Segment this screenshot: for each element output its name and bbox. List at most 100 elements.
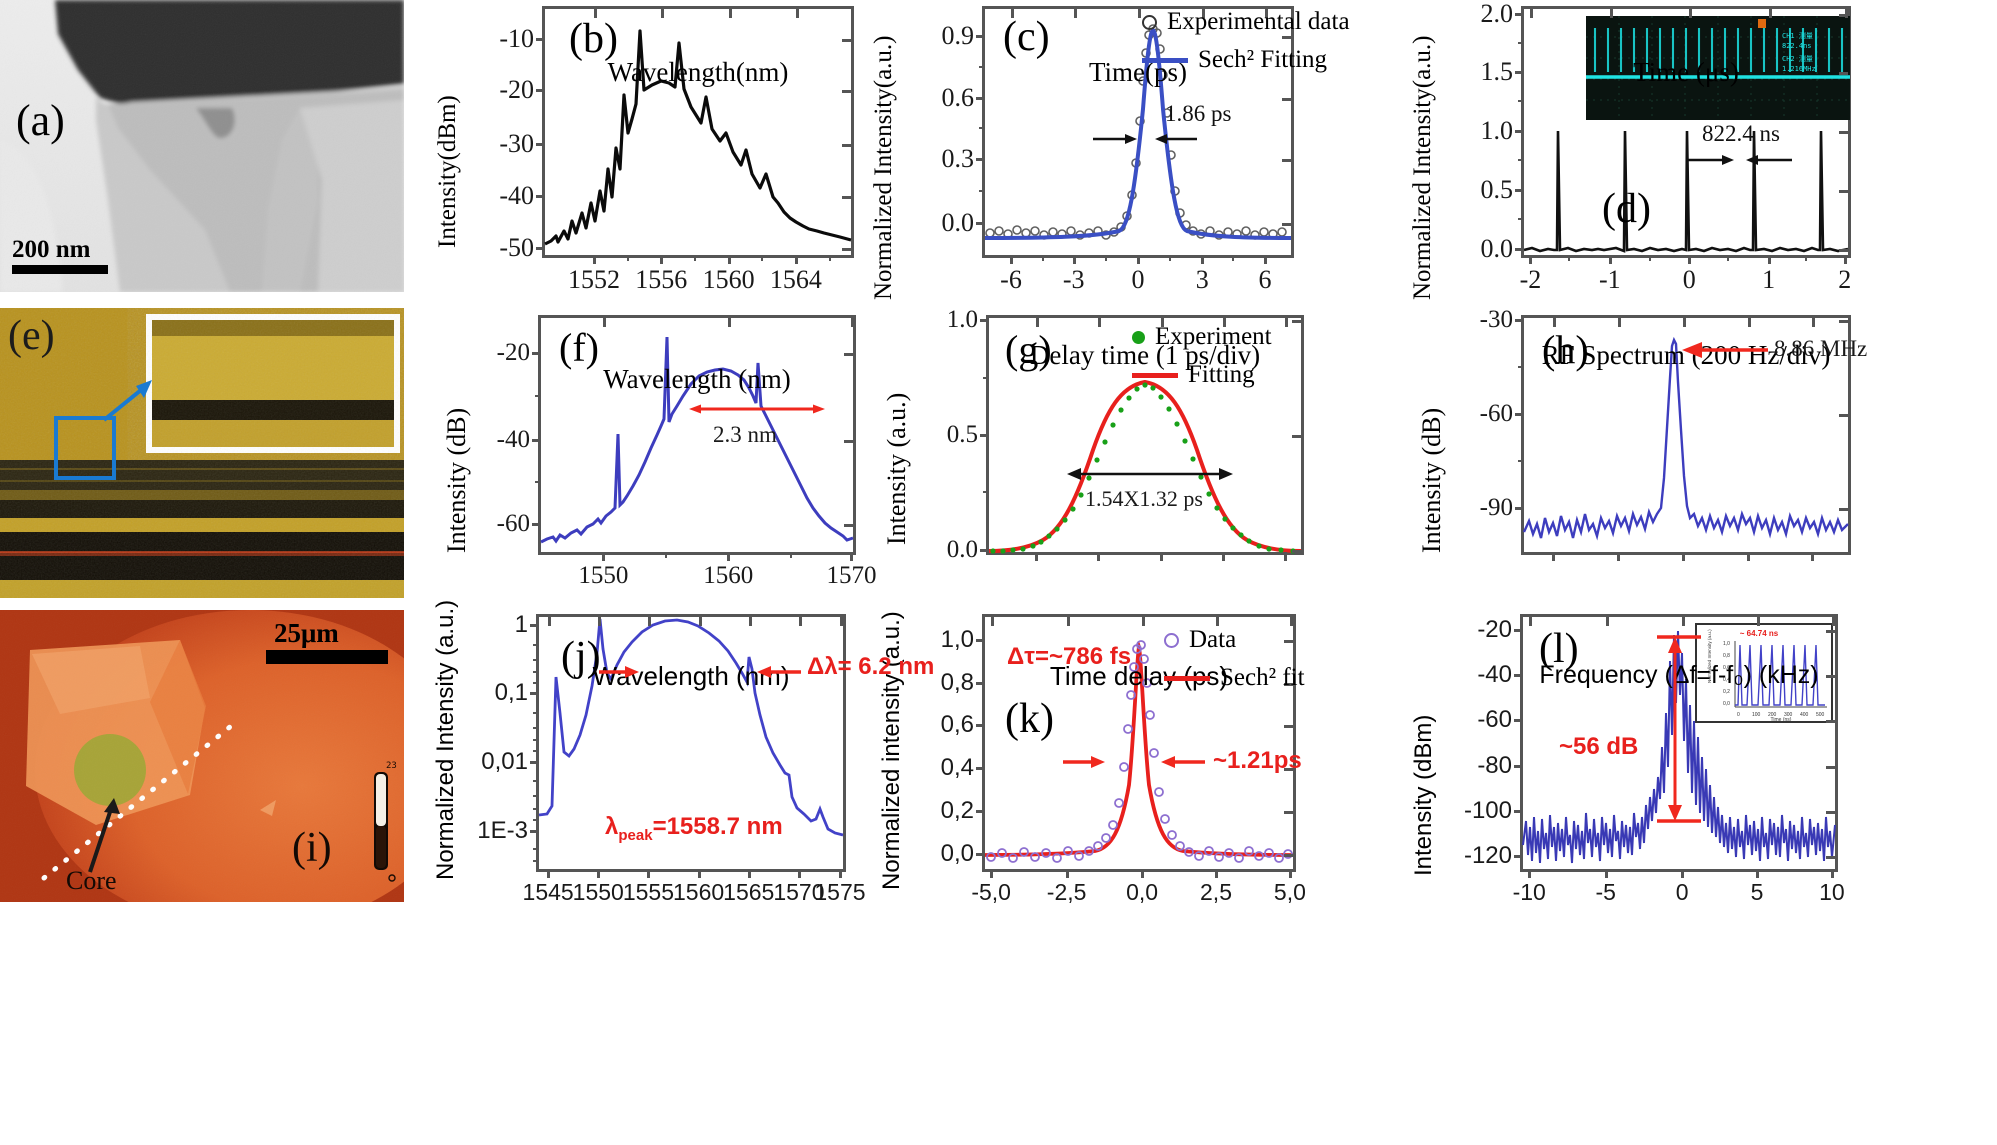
panel-j-label: (j) [561,634,601,680]
panel-k-xtick-0: -5,0 [971,879,1011,905]
panel-c-ytick-2: 0.6 [941,82,975,112]
panel-f: Intensity (dB) (f) -20 -40 -60 1550 15 [420,305,876,605]
panel-d-ytickmark-2 [1515,129,1524,133]
panel-i-scalebar-label: 25μm [274,618,339,648]
panel-j-ym-l [533,818,539,821]
open-circle-icon [1142,14,1157,30]
panel-c-ytickmark-m2 [979,65,985,68]
panel-d-xtickmark-4 [1843,255,1847,264]
svg-text:~ 64.74 ns: ~ 64.74 ns [1740,629,1779,638]
panel-b-ylabel: Intensity(dBm) [434,95,461,248]
svg-text:822.4ns: 822.4ns [1782,42,1812,50]
panel-b-plot-frame: (b) -10 -20 -30 -40 -50 1552 1556 1560 1… [499,6,854,294]
panel-c-legend-row-0: Experimental data [1142,8,1350,36]
panel-d-xtickmark-m0 [1568,255,1571,261]
panel-b-xtick-0: 1552 [567,265,620,294]
panel-k-ytick-5: 1,0 [940,625,974,653]
panel-g-ytick-2: 1.0 [946,306,978,334]
panel-j-peak-symbol: λ [605,813,619,840]
panel-b-ytick-3: -40 [499,180,534,210]
panel-l-xtick-3: 5 [1750,879,1764,905]
panel-l-ytick-1: -40 [1477,660,1512,688]
panel-j-xtick-0: 1545 [522,879,574,905]
panel-c-ytick-1: 0.3 [941,144,975,174]
svg-text:0,6: 0,6 [1723,665,1730,671]
panel-f-ytick-2: -60 [496,509,530,537]
panel-j-ytick-1: 0,1 [494,678,528,706]
panel-b-ytickmark-2 [536,143,545,147]
panel-j-ytick-0: 1 [514,610,528,638]
panel-b-ytick-2: -30 [499,129,534,159]
panel-j-xtickmark-4 [747,869,751,878]
panel-c-legend-label-1: Sech² Fitting [1198,46,1328,73]
panel-d-xtickmark-m3 [1804,255,1807,261]
svg-text:1,0: 1,0 [1723,641,1730,647]
panel-b-ytickmark-0 [536,37,545,41]
panel-g-ytickmark-1 [980,434,989,437]
panel-b-xlabel: Wavelength(nm) [607,57,789,87]
panel-a-scalebar-label: 200 nm [12,236,91,263]
panel-h-xtickmark-2 [1681,552,1685,561]
panel-c-xtickmark-m1 [1104,255,1107,261]
panel-f-xlabel: Wavelength (nm) [603,364,791,394]
panel-k-ytick-3: 0,6 [940,711,974,739]
panel-g-legend: Experiment Fitting [1132,323,1272,399]
panel-d-xtickmark-0 [1529,255,1533,264]
panel-c-legend: Experimental data Sech² Fitting [1142,8,1350,84]
panel-j-peak-sub: peak [618,826,653,844]
panel-k-xtickmark-0 [990,869,994,878]
panel-d-ytick-3: 1.5 [1480,56,1514,86]
panel-j-xtickmark-0 [547,869,551,878]
panel-j-ytickmark-1 [530,691,539,695]
panel-l-plot-frame: ~ 64.74 ns 1,0 0,8 0,6 0,4 0,2 0,0 0 100 200 3… [1464,614,1845,905]
panel-l-ytick-0: -20 [1477,615,1512,643]
panel-h-ytickmark-m0 [1518,366,1524,369]
panel-c-ytick-3: 0.9 [941,21,975,51]
panel-f-xtick-1: 1560 [703,562,754,589]
panel-k-ytickmark-3 [976,724,985,728]
line-swatch-icon [1132,372,1178,378]
panel-h-ytick-1: -60 [1479,399,1513,427]
panel-c-plot-frame: (c) 0.9 0.6 0.3 0.0 -6 -3 0 3 6 [942,6,1294,294]
panel-b-ytickmark-4 [536,246,545,250]
panel-k-legend-label-0: Data [1189,626,1237,653]
panel-j: Normalized Intensity (a.u.) (j) 1 0,1 0,… [408,600,934,920]
panel-k-width-annotation: ~1.21ps [1213,747,1302,774]
panel-d-xtickmark-m2 [1727,255,1730,261]
panel-c-xtickmark-2 [1137,255,1140,264]
panel-b-xtick-1: 1556 [635,265,688,294]
panel-g-ytickmark-2 [980,319,989,323]
panel-b-ytick-1: -20 [499,75,534,105]
svg-text:CH2 测量: CH2 测量 [1782,55,1813,63]
panel-j-xtick-3: 1560 [673,879,725,905]
panel-c-ytick-0: 0.0 [941,208,975,238]
panel-j-xtickmark-2 [647,869,651,878]
panel-j-ym-m [533,847,539,850]
panel-b-xtick-2: 1560 [702,265,755,294]
panel-c-xtickmark-0 [1010,255,1013,264]
svg-text:23: 23 [386,761,397,771]
panel-k-ytick-1: 0,2 [940,797,974,825]
panel-g: Intensity (a.u.) [860,305,1310,605]
panel-k-label: (k) [1005,696,1054,742]
svg-text:400: 400 [1800,712,1809,718]
panel-h-label: (h) [1542,327,1589,372]
panel-l-xtick-2: 0 [1675,879,1689,905]
panel-c-ytickmark-3 [976,35,985,39]
panel-k-xtickmark-1 [1065,869,1069,878]
panel-k-xtickmark-3 [1215,869,1218,878]
panel-g-ytick-0: 0.0 [946,535,978,563]
panel-c-ytickmark-2 [976,96,985,100]
panel-j-ym-k [533,807,539,810]
panel-j-ym-g [533,739,539,742]
panel-h-ylabel: Intensity (dB) [1417,407,1446,553]
svg-text:300: 300 [1784,712,1793,718]
panel-k-xtick-2: 0,0 [1126,879,1159,905]
panel-b-xtickmark-3 [794,255,798,264]
panel-j-ytick-3: 1E-3 [477,817,528,845]
panel-c-ylabel: Normalized Intensity(a.u.) [870,35,897,301]
panel-b-xtickmark-m2 [761,255,764,261]
panel-b-ytick-4: -50 [499,232,534,262]
svg-text:0,0: 0,0 [1723,701,1730,707]
panel-j-ym-a [533,643,539,646]
